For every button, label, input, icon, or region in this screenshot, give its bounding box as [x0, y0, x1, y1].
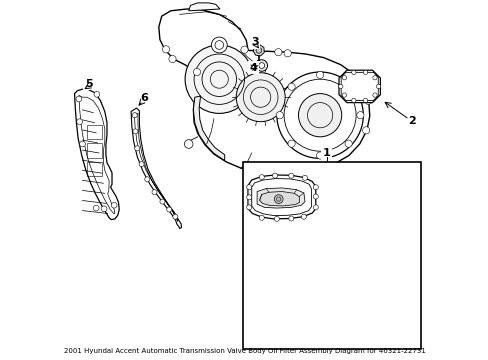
Circle shape	[246, 185, 251, 190]
Circle shape	[256, 48, 261, 53]
Circle shape	[372, 93, 376, 97]
Polygon shape	[259, 192, 299, 206]
Circle shape	[272, 173, 277, 178]
Circle shape	[274, 216, 279, 221]
Circle shape	[276, 112, 283, 119]
Circle shape	[376, 84, 380, 89]
Circle shape	[363, 70, 367, 75]
Polygon shape	[159, 9, 369, 174]
Circle shape	[162, 46, 169, 53]
Polygon shape	[131, 108, 181, 229]
Circle shape	[288, 216, 293, 221]
Text: 4: 4	[249, 63, 257, 73]
Circle shape	[139, 162, 144, 167]
Circle shape	[80, 141, 85, 147]
Circle shape	[276, 72, 363, 158]
Circle shape	[345, 83, 351, 90]
Circle shape	[276, 197, 280, 201]
Circle shape	[364, 97, 371, 104]
Circle shape	[259, 215, 264, 220]
Circle shape	[256, 60, 267, 71]
Circle shape	[246, 195, 251, 200]
Text: 6: 6	[140, 93, 148, 103]
Circle shape	[313, 205, 318, 210]
Polygon shape	[338, 70, 380, 103]
Polygon shape	[247, 175, 315, 219]
Circle shape	[313, 194, 318, 199]
Circle shape	[301, 214, 306, 219]
Circle shape	[236, 73, 285, 122]
Circle shape	[168, 55, 176, 63]
Circle shape	[133, 129, 138, 134]
Polygon shape	[247, 185, 251, 209]
Circle shape	[111, 202, 117, 208]
Circle shape	[184, 140, 193, 148]
Circle shape	[211, 37, 227, 53]
Circle shape	[362, 127, 369, 134]
Circle shape	[94, 91, 100, 97]
Circle shape	[152, 190, 157, 195]
Text: 2: 2	[407, 116, 415, 126]
Circle shape	[288, 173, 293, 178]
Text: 2001 Hyundai Accent Automatic Transmission Valve Body Oil Filter Assembly Diagra: 2001 Hyundai Accent Automatic Transmissi…	[63, 347, 425, 354]
Circle shape	[351, 98, 355, 103]
Circle shape	[284, 50, 291, 57]
Circle shape	[298, 94, 341, 137]
Circle shape	[287, 140, 295, 147]
Text: 5: 5	[84, 78, 92, 89]
Circle shape	[302, 175, 307, 180]
Circle shape	[316, 152, 323, 159]
Circle shape	[274, 49, 282, 56]
Polygon shape	[188, 3, 220, 11]
Circle shape	[134, 146, 140, 151]
Circle shape	[258, 63, 264, 68]
Text: 3: 3	[251, 37, 258, 48]
Circle shape	[338, 84, 342, 89]
Circle shape	[351, 70, 355, 75]
Polygon shape	[193, 96, 224, 161]
Circle shape	[274, 195, 283, 203]
Polygon shape	[253, 45, 264, 56]
Text: 1: 1	[322, 148, 330, 158]
Circle shape	[241, 46, 247, 53]
Circle shape	[93, 205, 99, 211]
Circle shape	[342, 76, 346, 80]
Circle shape	[166, 207, 171, 212]
Circle shape	[144, 177, 149, 182]
Circle shape	[342, 93, 346, 97]
Circle shape	[363, 98, 367, 103]
Circle shape	[316, 71, 323, 78]
Polygon shape	[257, 188, 305, 208]
Circle shape	[287, 83, 295, 90]
Circle shape	[372, 76, 376, 80]
Circle shape	[185, 45, 253, 113]
Circle shape	[132, 113, 137, 118]
Circle shape	[101, 206, 107, 212]
Polygon shape	[75, 89, 119, 220]
Circle shape	[345, 140, 351, 147]
Circle shape	[313, 185, 318, 190]
Circle shape	[193, 68, 200, 76]
Bar	[242, 162, 420, 349]
Circle shape	[76, 96, 81, 102]
Circle shape	[160, 199, 164, 204]
Circle shape	[246, 205, 251, 210]
Circle shape	[172, 214, 178, 219]
Circle shape	[259, 175, 264, 180]
Circle shape	[77, 119, 82, 125]
Circle shape	[356, 112, 363, 119]
